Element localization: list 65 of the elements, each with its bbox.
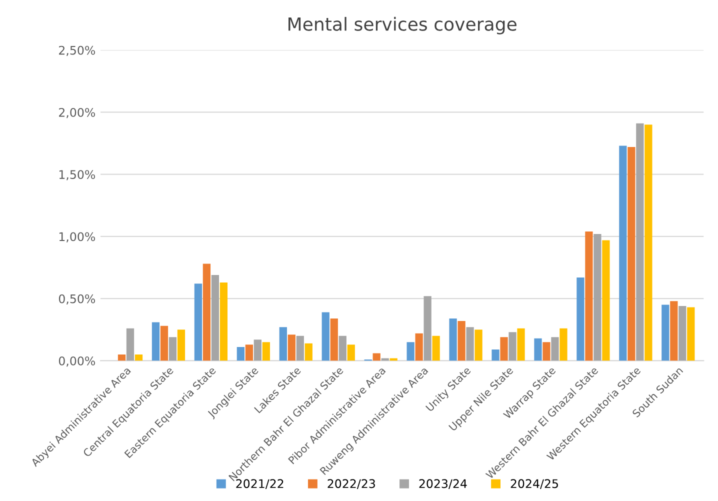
bar (585, 232, 593, 361)
bar (508, 332, 516, 361)
bar (449, 318, 457, 361)
chart-title: Mental services coverage (288, 16, 516, 34)
y-tick-label: 2,00% (59, 108, 96, 118)
bar (415, 333, 423, 361)
bar (432, 336, 440, 361)
bar (347, 344, 355, 361)
bar (551, 337, 559, 361)
bar (288, 334, 296, 361)
bar (168, 337, 177, 361)
bar (304, 343, 312, 361)
bar (322, 312, 330, 361)
bar (670, 301, 678, 361)
y-tick-label: 0,50% (58, 294, 96, 304)
bar (330, 318, 338, 361)
legend-label: 2023/24 (419, 479, 467, 490)
bar (296, 336, 304, 361)
bar (687, 307, 695, 361)
bar (644, 124, 652, 361)
bar (254, 340, 262, 361)
y-tick-label: 1,00% (59, 232, 96, 242)
bar (466, 327, 474, 361)
bar (458, 320, 466, 361)
bar (262, 342, 270, 361)
bar (220, 282, 228, 361)
bar (236, 347, 245, 361)
bar (406, 342, 414, 361)
bar (424, 296, 432, 361)
bar (560, 328, 568, 361)
legend-label: 2024/25 (510, 479, 558, 490)
legend-label: 2021/22 (236, 479, 284, 490)
y-tick-label: 0,00% (58, 356, 96, 367)
bar (202, 264, 211, 361)
y-tick-label: 2,50% (59, 46, 96, 56)
bar (576, 277, 584, 361)
bar (517, 328, 525, 361)
bar (177, 330, 186, 361)
bar (662, 304, 670, 361)
bar (152, 322, 160, 361)
bar (126, 328, 134, 361)
bar (194, 284, 202, 361)
bar (245, 344, 253, 361)
bar (160, 326, 168, 361)
bar (534, 338, 542, 361)
bar (636, 123, 644, 361)
y-tick-label: 1,50% (59, 170, 96, 180)
bar (474, 330, 482, 361)
bar (542, 342, 550, 361)
bar (118, 354, 126, 361)
bar (381, 358, 389, 361)
bar (619, 146, 627, 361)
bar (678, 306, 686, 361)
bar (134, 354, 143, 361)
bar (492, 350, 500, 361)
legend-label: 2022/23 (328, 479, 375, 490)
bar (279, 327, 287, 361)
bar (602, 240, 610, 361)
bar (372, 353, 380, 361)
bar (628, 147, 636, 361)
bar (500, 337, 508, 361)
bar (211, 274, 220, 361)
bar (390, 358, 398, 361)
bar (338, 336, 346, 361)
bar (594, 234, 602, 361)
